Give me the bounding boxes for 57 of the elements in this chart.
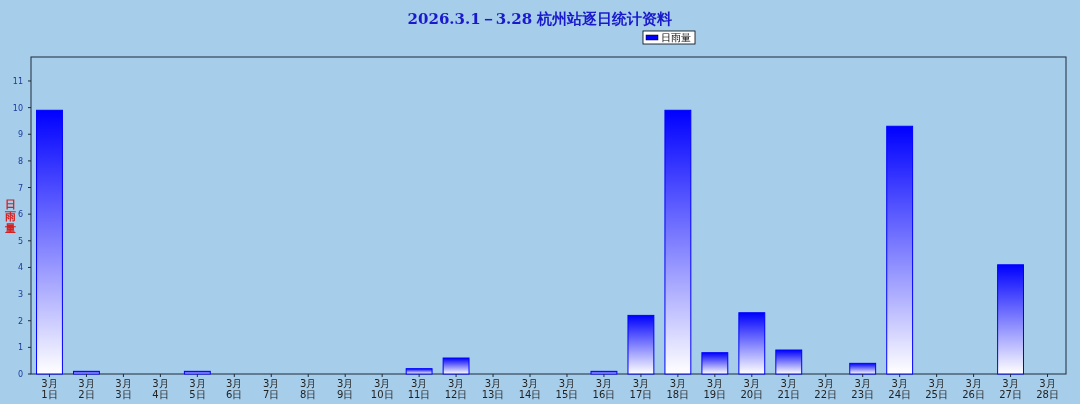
bar: [405, 368, 433, 375]
x-tick-label: 3月 25日: [925, 378, 948, 400]
bar: [738, 312, 766, 375]
x-tick-label: 3月 28日: [1036, 378, 1059, 400]
y-tick-label: 5: [17, 236, 23, 246]
x-tick-label: 3月 14日: [518, 378, 542, 400]
chart-title: 2026.3.1－3.28 杭州站逐日统计资料: [407, 10, 673, 28]
x-tick-label: 3月 16日: [592, 378, 616, 400]
legend-label: 日雨量: [661, 32, 691, 43]
bar: [775, 349, 803, 375]
x-tick-label: 3月 19日: [703, 378, 727, 400]
x-tick-label: 3月 15日: [555, 378, 579, 400]
x-tick-label: 3月 6日: [226, 378, 243, 400]
x-tick-label: 3月 12日: [444, 378, 468, 400]
bar: [73, 370, 100, 375]
x-tick-label: 3月 20日: [740, 378, 764, 400]
y-tick-label: 0: [17, 370, 23, 379]
y-tick-label: 4: [17, 263, 23, 273]
x-tick-label: 3月 9日: [337, 378, 354, 400]
x-tick-label: 3月 24日: [888, 378, 912, 400]
x-tick-label: 3月 2日: [78, 378, 95, 400]
x-tick-label: 3月 21日: [777, 378, 801, 400]
y-tick-label: 7: [17, 183, 23, 193]
x-tick-label: 3月 7日: [263, 378, 280, 400]
x-tick-label: 3月 18日: [666, 378, 690, 400]
bar: [590, 370, 618, 375]
x-tick-label: 3月 22日: [814, 378, 838, 400]
y-tick-label: 10: [12, 103, 23, 113]
bar: [183, 370, 211, 375]
bar: [886, 125, 914, 375]
x-tick-label: 3月 4日: [152, 378, 169, 400]
y-tick-label: 9: [17, 130, 23, 140]
x-tick-label: 3月 11日: [407, 378, 431, 400]
x-tick-label: 3月 8日: [300, 378, 317, 400]
bar: [627, 314, 655, 375]
x-tick-label: 3月 17日: [629, 378, 653, 400]
y-tick-label: 3: [17, 290, 23, 300]
x-tick-label: 3月 1日: [41, 378, 58, 400]
bar: [849, 362, 877, 375]
x-tick-label: 3月 23日: [851, 378, 875, 400]
y-tick-label: 2: [17, 316, 23, 326]
x-tick-label: 3月 5日: [189, 378, 206, 400]
bar: [701, 352, 729, 375]
x-tick-label: 3月 27日: [999, 378, 1022, 400]
x-tick-label: 3月 13日: [481, 378, 505, 400]
bar: [997, 264, 1024, 375]
y-tick-label: 8: [17, 156, 23, 166]
y-tick-label: 1: [17, 343, 23, 353]
bar: [36, 109, 63, 375]
y-tick-label: 11: [12, 76, 23, 86]
x-tick-label: 3月 3日: [115, 378, 132, 400]
x-tick-label: 3月 26日: [962, 378, 985, 400]
y-axis-title: 日雨量: [3, 197, 16, 235]
bar: [442, 357, 470, 375]
bar: [664, 109, 692, 375]
y-tick-label: 6: [17, 210, 23, 220]
x-tick-label: 3月 10日: [370, 378, 394, 400]
